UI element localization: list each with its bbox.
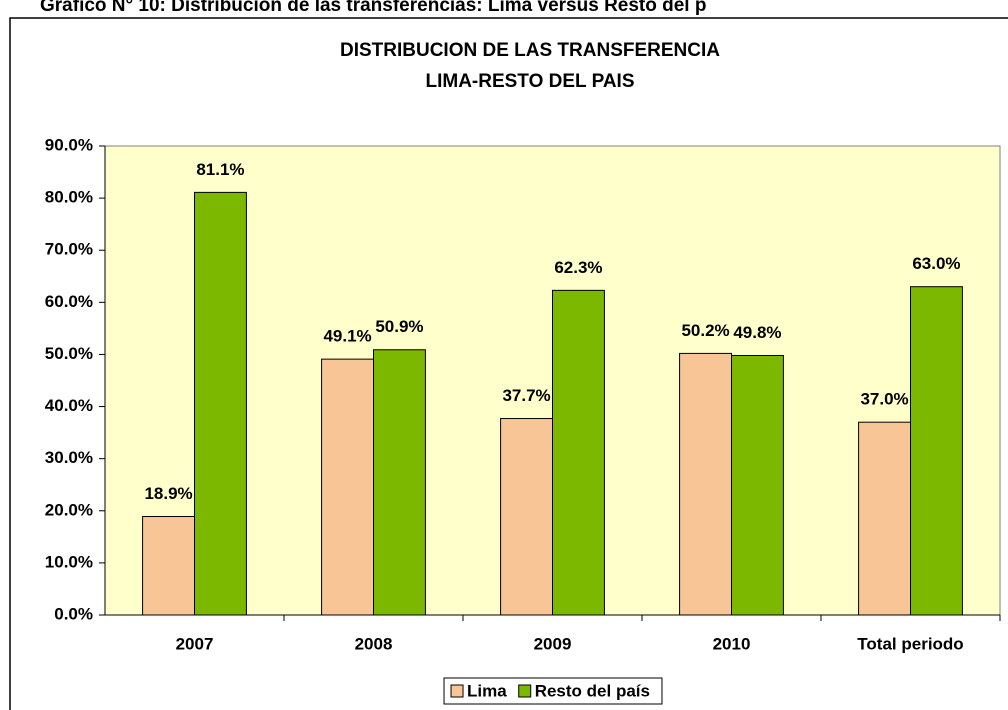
bar [194,191,247,616]
bar [142,516,195,616]
y-tick-label: 10.0% [45,552,93,571]
bar [731,354,784,616]
value-label: 63.0% [912,254,960,273]
x-tick-label: Total periodo [857,634,963,653]
x-tick-label: 2007 [176,634,214,653]
x-tick-label: 2008 [355,634,393,653]
bar [500,418,553,616]
value-label: 50.2% [681,321,729,340]
y-tick-label: 0.0% [54,604,93,623]
x-tick-label: 2009 [534,634,572,653]
legend-label: Resto del país [535,681,650,700]
legend-label: Lima [467,681,507,700]
bar [552,289,605,616]
chart-title: DISTRIBUCION DE LAS TRANSFERENCIA [340,40,720,61]
bar [679,352,733,616]
bar [910,286,963,616]
value-label: 18.9% [144,484,192,503]
bar [373,349,426,616]
value-label: 37.0% [860,390,908,409]
y-tick-label: 40.0% [45,396,93,415]
value-label: 81.1% [196,160,244,179]
y-tick-label: 30.0% [45,448,93,467]
bar [321,358,374,616]
y-tick-label: 70.0% [45,240,93,259]
chart-title: LIMA-RESTO DEL PAIS [425,71,634,92]
value-label: 37.7% [502,386,550,405]
bar [858,421,912,616]
page-title: Gráfico N° 10: Distribución de las trans… [40,0,706,16]
legend-frame [443,677,663,705]
x-tick-label: 2010 [713,634,751,653]
legend-swatch [450,684,464,698]
value-label: 62.3% [554,258,602,277]
y-tick-label: 90.0% [45,135,93,154]
value-label: 50.9% [375,317,423,336]
y-tick-label: 60.0% [45,292,93,311]
value-label: 49.8% [733,323,781,342]
value-label: 49.1% [323,327,371,346]
legend-swatch [518,684,532,698]
y-tick-label: 80.0% [45,188,93,207]
y-tick-label: 50.0% [45,344,93,363]
y-tick-label: 20.0% [45,500,93,519]
